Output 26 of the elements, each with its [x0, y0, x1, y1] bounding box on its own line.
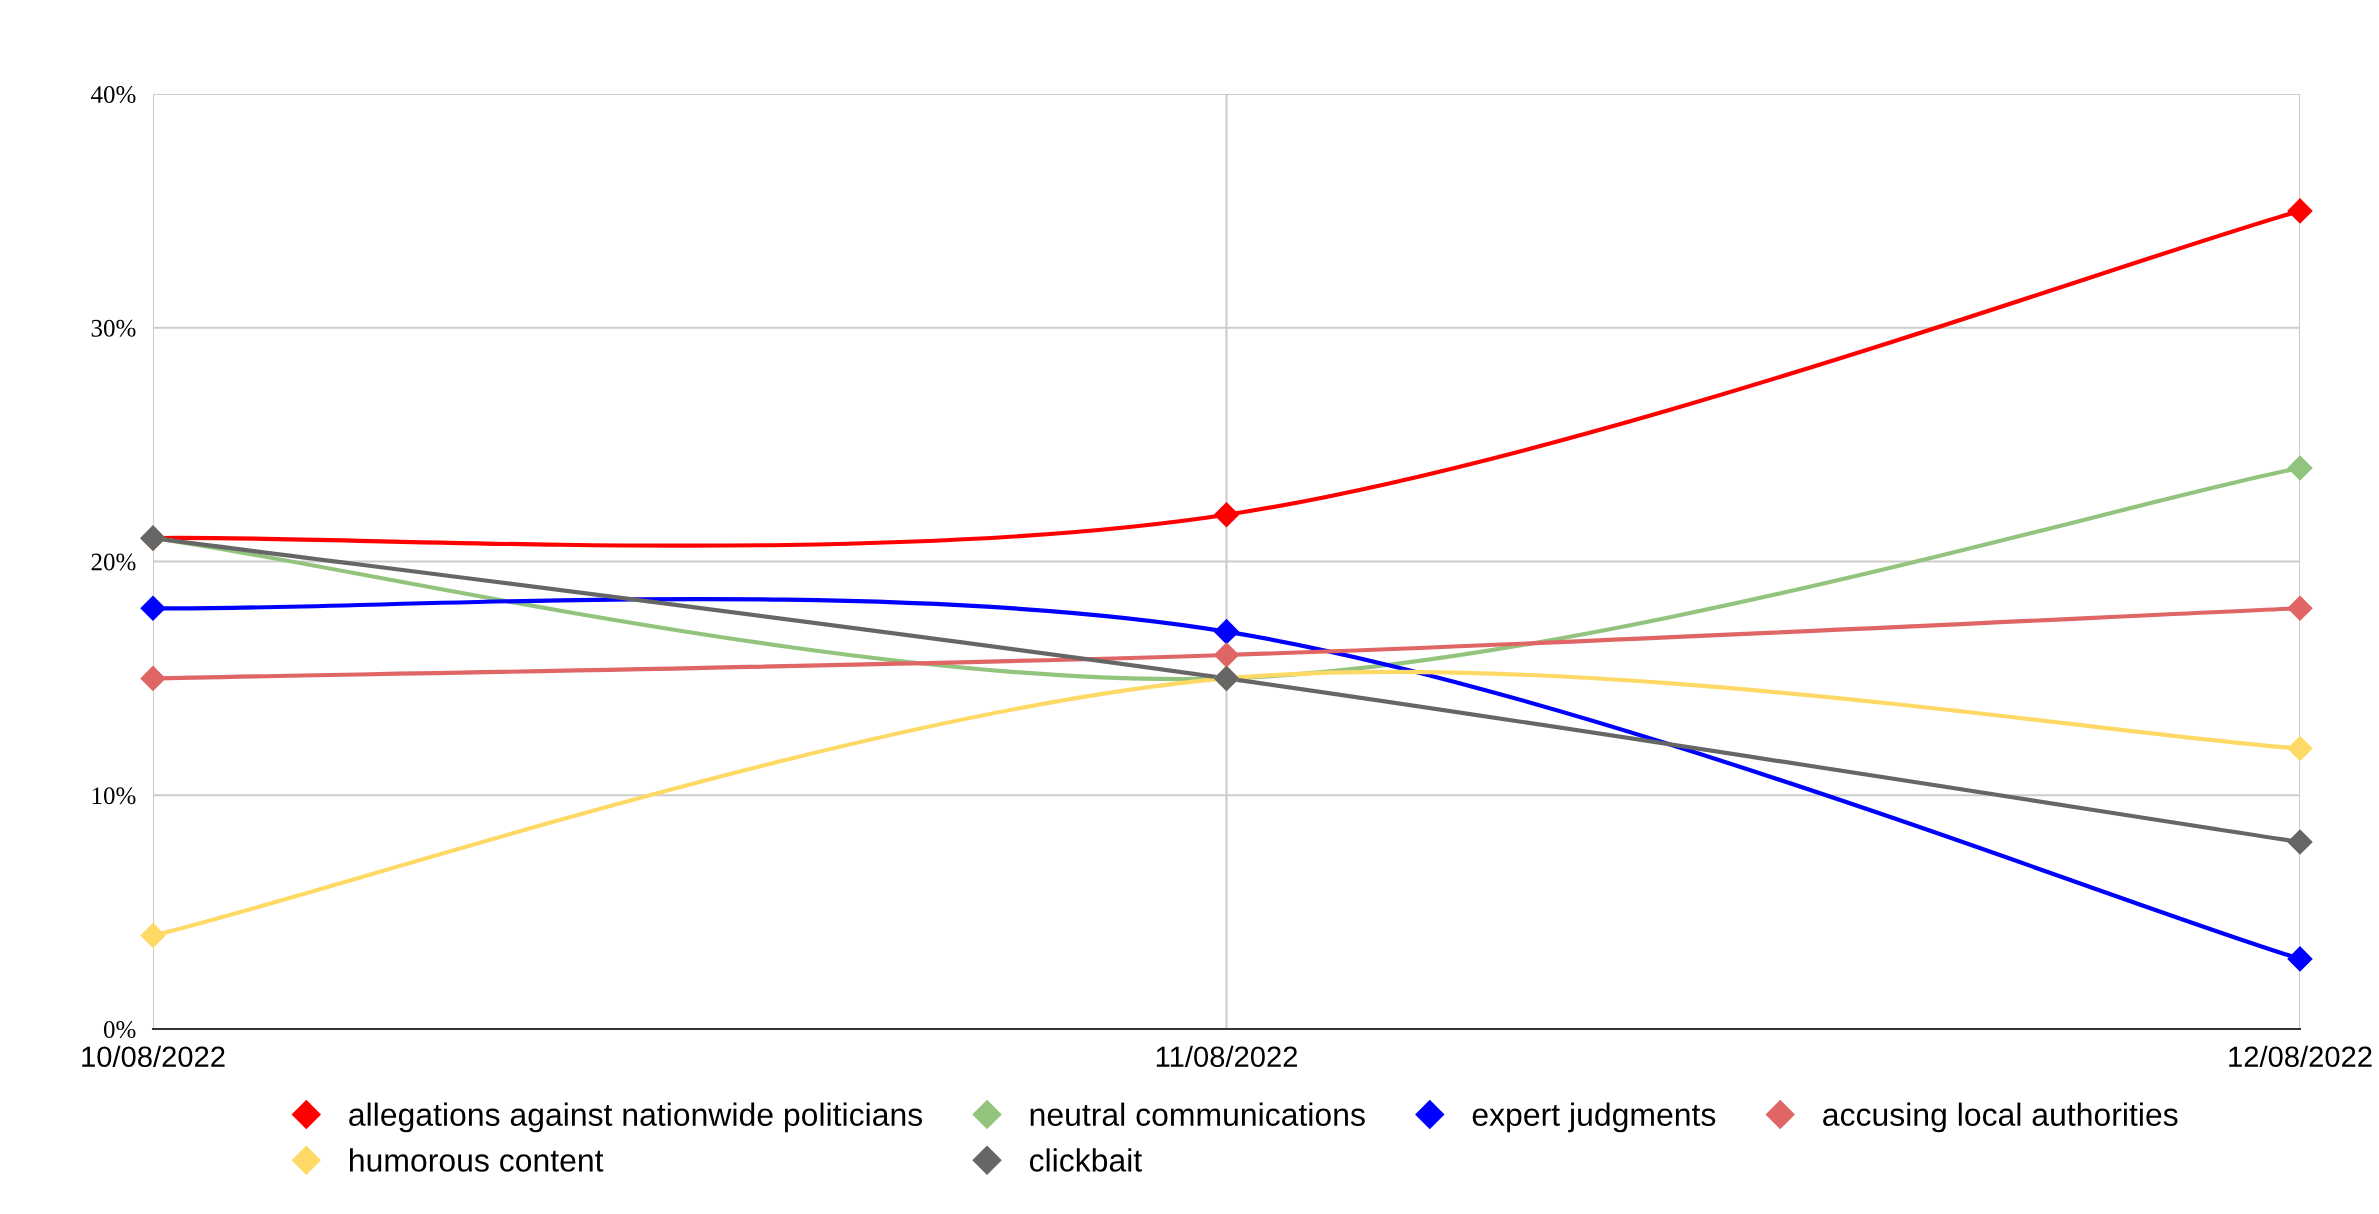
y-tick-label: 20%: [91, 553, 136, 571]
point: [2287, 946, 2313, 972]
point: [140, 595, 166, 621]
point: [2287, 198, 2313, 224]
point: [1214, 642, 1239, 668]
point: [2287, 455, 2313, 481]
x-tick-label: 12/08/2022: [2229, 1045, 2372, 1068]
y-tick-label: 40%: [91, 86, 136, 103]
legend-label: expert judgments: [1472, 1102, 1716, 1133]
point: [140, 665, 166, 691]
x-tick-label: 10/08/2022: [82, 1045, 225, 1068]
point: [140, 923, 166, 948]
point: [1214, 502, 1239, 528]
point: [1214, 619, 1239, 645]
x-tick-label: 11/08/2022: [1156, 1045, 1297, 1068]
point: [2287, 736, 2313, 761]
legend-label: neutral communications: [1030, 1102, 1365, 1127]
point: [2287, 595, 2313, 621]
y-tick-label: 10%: [92, 787, 136, 805]
point: [2287, 829, 2313, 855]
legend-label: allegations against nationwide politicians: [349, 1102, 923, 1133]
legend-label: clickbait: [1029, 1148, 1142, 1172]
legend-label: humorous content: [350, 1148, 604, 1172]
y-tick-label: 0%: [103, 1021, 136, 1038]
legend-label: accusing local authorities: [1823, 1102, 2178, 1133]
y-tick-label: 30%: [91, 319, 136, 337]
